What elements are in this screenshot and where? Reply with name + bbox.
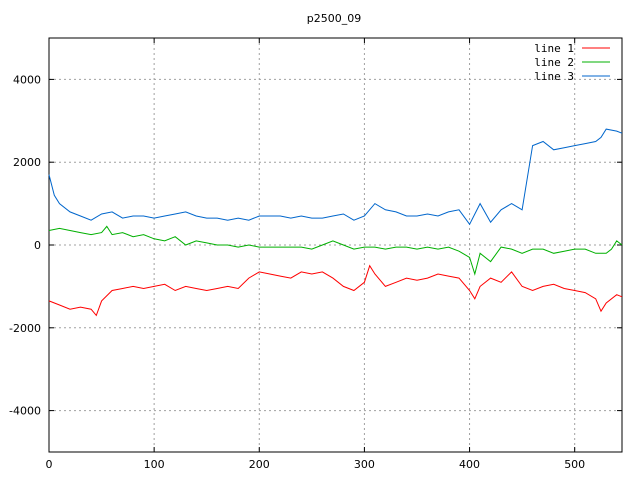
series-line-3 <box>48 128 623 226</box>
x-tick-label: 500 <box>564 458 585 471</box>
x-tick-label: 300 <box>354 458 375 471</box>
y-tick-label: 0 <box>34 239 41 252</box>
x-tick-label: 200 <box>249 458 270 471</box>
x-tick-label: 0 <box>46 458 53 471</box>
y-tick-label: -4000 <box>9 405 41 418</box>
legend-label-3: line 3 <box>534 70 574 83</box>
legend-label-1: line 1 <box>534 42 574 55</box>
y-tick-label: 2000 <box>13 156 41 169</box>
legend-label-2: line 2 <box>534 56 574 69</box>
y-tick-label: -2000 <box>9 322 41 335</box>
chart-title: p2500_09 <box>307 12 361 25</box>
series-lines <box>48 128 623 317</box>
x-tick-label: 100 <box>144 458 165 471</box>
series-line-2 <box>48 225 623 276</box>
grid <box>49 38 622 452</box>
x-tick-label: 400 <box>459 458 480 471</box>
y-tick-label: 4000 <box>13 73 41 86</box>
series-line-1 <box>48 264 623 317</box>
axis-ticks: 0 100 200 300 400 500 -4000 -2000 0 2000 4000 <box>9 38 622 471</box>
